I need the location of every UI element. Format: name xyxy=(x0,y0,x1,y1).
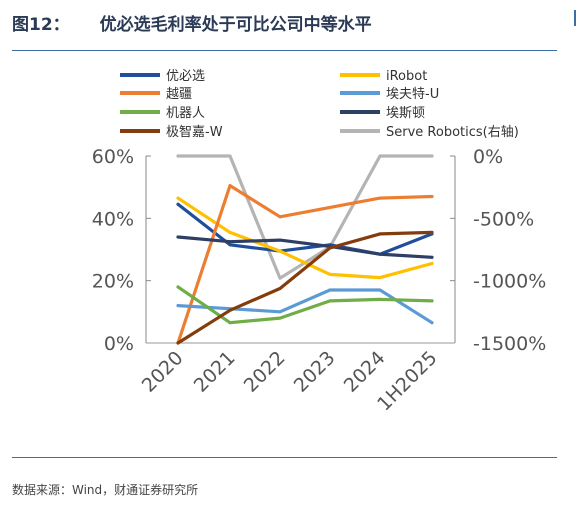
data-point xyxy=(176,341,180,345)
data-point xyxy=(228,243,232,247)
x-tick-label: 2022 xyxy=(240,347,290,397)
legend-label: 优必选 xyxy=(166,69,205,84)
series-group xyxy=(176,184,434,345)
left-y-tick-label: 0% xyxy=(104,333,134,355)
data-point xyxy=(430,154,434,158)
data-point xyxy=(430,299,434,303)
series-line xyxy=(176,288,434,325)
left-y-tick-label: 40% xyxy=(92,208,134,230)
legend-entry: iRobot xyxy=(340,69,427,84)
data-point xyxy=(176,285,180,289)
legend-entry: 埃夫特-U xyxy=(340,87,439,102)
figure-header: 图12： 优必选毛利率处于可比公司中等水平 xyxy=(12,10,372,38)
data-point xyxy=(278,316,282,320)
legend-label: iRobot xyxy=(386,69,427,84)
data-point xyxy=(430,230,434,234)
x-tick-label: 2024 xyxy=(340,347,390,397)
data-point xyxy=(278,238,282,242)
series-line xyxy=(176,184,434,345)
data-point xyxy=(378,252,382,256)
series-line xyxy=(176,202,434,256)
data-point xyxy=(378,288,382,292)
legend-label: 越疆 xyxy=(166,87,192,102)
data-point xyxy=(378,232,382,236)
legend-entry: 埃斯顿 xyxy=(340,106,425,121)
right-y-tick-label: -500% xyxy=(473,208,534,230)
right-y-tick-label: -1500% xyxy=(473,333,546,355)
data-point xyxy=(176,202,180,206)
legend-label: 机器人 xyxy=(166,106,205,121)
series-line xyxy=(176,196,434,280)
chart-title: 优必选毛利率处于可比公司中等水平 xyxy=(99,15,372,35)
legend-entry: Serve Robotics(右轴) xyxy=(340,125,519,140)
legend-entry: 机器人 xyxy=(120,106,205,121)
data-point xyxy=(278,276,282,280)
data-point xyxy=(328,272,332,276)
x-tick-label: 2020 xyxy=(138,347,188,397)
series-group xyxy=(176,288,434,325)
data-point xyxy=(378,297,382,301)
series-group xyxy=(176,235,434,259)
data-point xyxy=(228,240,232,244)
legend-label: Serve Robotics(右轴) xyxy=(386,125,519,140)
figure-label: 图12： xyxy=(12,15,70,35)
data-point xyxy=(278,249,282,253)
legend-entry: 越疆 xyxy=(120,87,192,102)
right-y-tick-label: -1000% xyxy=(473,271,546,293)
series-line xyxy=(176,235,434,259)
data-point xyxy=(278,310,282,314)
left-y-tick-label: 60% xyxy=(92,146,134,168)
data-point xyxy=(378,154,382,158)
data-point xyxy=(378,196,382,200)
data-point xyxy=(176,196,180,200)
data-point xyxy=(228,321,232,325)
data-point xyxy=(430,195,434,198)
series-group xyxy=(176,196,434,280)
right-y-tick-label: 0% xyxy=(473,146,503,168)
data-point xyxy=(278,215,282,219)
data-point xyxy=(328,288,332,292)
data-point xyxy=(430,255,434,259)
legend-label: 极智嘉-W xyxy=(166,125,223,140)
series-group xyxy=(176,230,434,345)
data-point xyxy=(176,304,180,308)
data-point xyxy=(430,262,434,265)
x-tick-label: 2023 xyxy=(290,347,340,397)
data-point xyxy=(328,299,332,303)
data-point xyxy=(328,246,332,250)
data-point xyxy=(378,276,382,280)
data-point xyxy=(176,154,180,158)
data-point xyxy=(228,308,232,312)
data-source-note: 数据来源：Wind，财通证券研究所 xyxy=(12,483,199,497)
series-group xyxy=(176,154,434,280)
legend-entry: 优必选 xyxy=(120,69,205,84)
left-y-tick-label: 20% xyxy=(92,271,134,293)
series-line xyxy=(176,154,434,280)
right-edge-stub xyxy=(574,10,576,26)
data-point xyxy=(430,321,434,325)
data-point xyxy=(228,154,232,158)
data-point xyxy=(228,184,232,188)
data-point xyxy=(278,287,282,290)
legend-label: 埃斯顿 xyxy=(386,106,425,121)
top-divider xyxy=(12,50,557,51)
data-point xyxy=(228,230,232,234)
bottom-divider xyxy=(12,457,557,458)
data-point xyxy=(176,235,180,239)
data-point xyxy=(328,205,332,209)
x-tick-label: 2021 xyxy=(190,347,240,397)
legend-label: 埃夫特-U xyxy=(386,87,439,102)
series-line xyxy=(176,230,434,345)
legend-entry: 极智嘉-W xyxy=(120,125,223,140)
